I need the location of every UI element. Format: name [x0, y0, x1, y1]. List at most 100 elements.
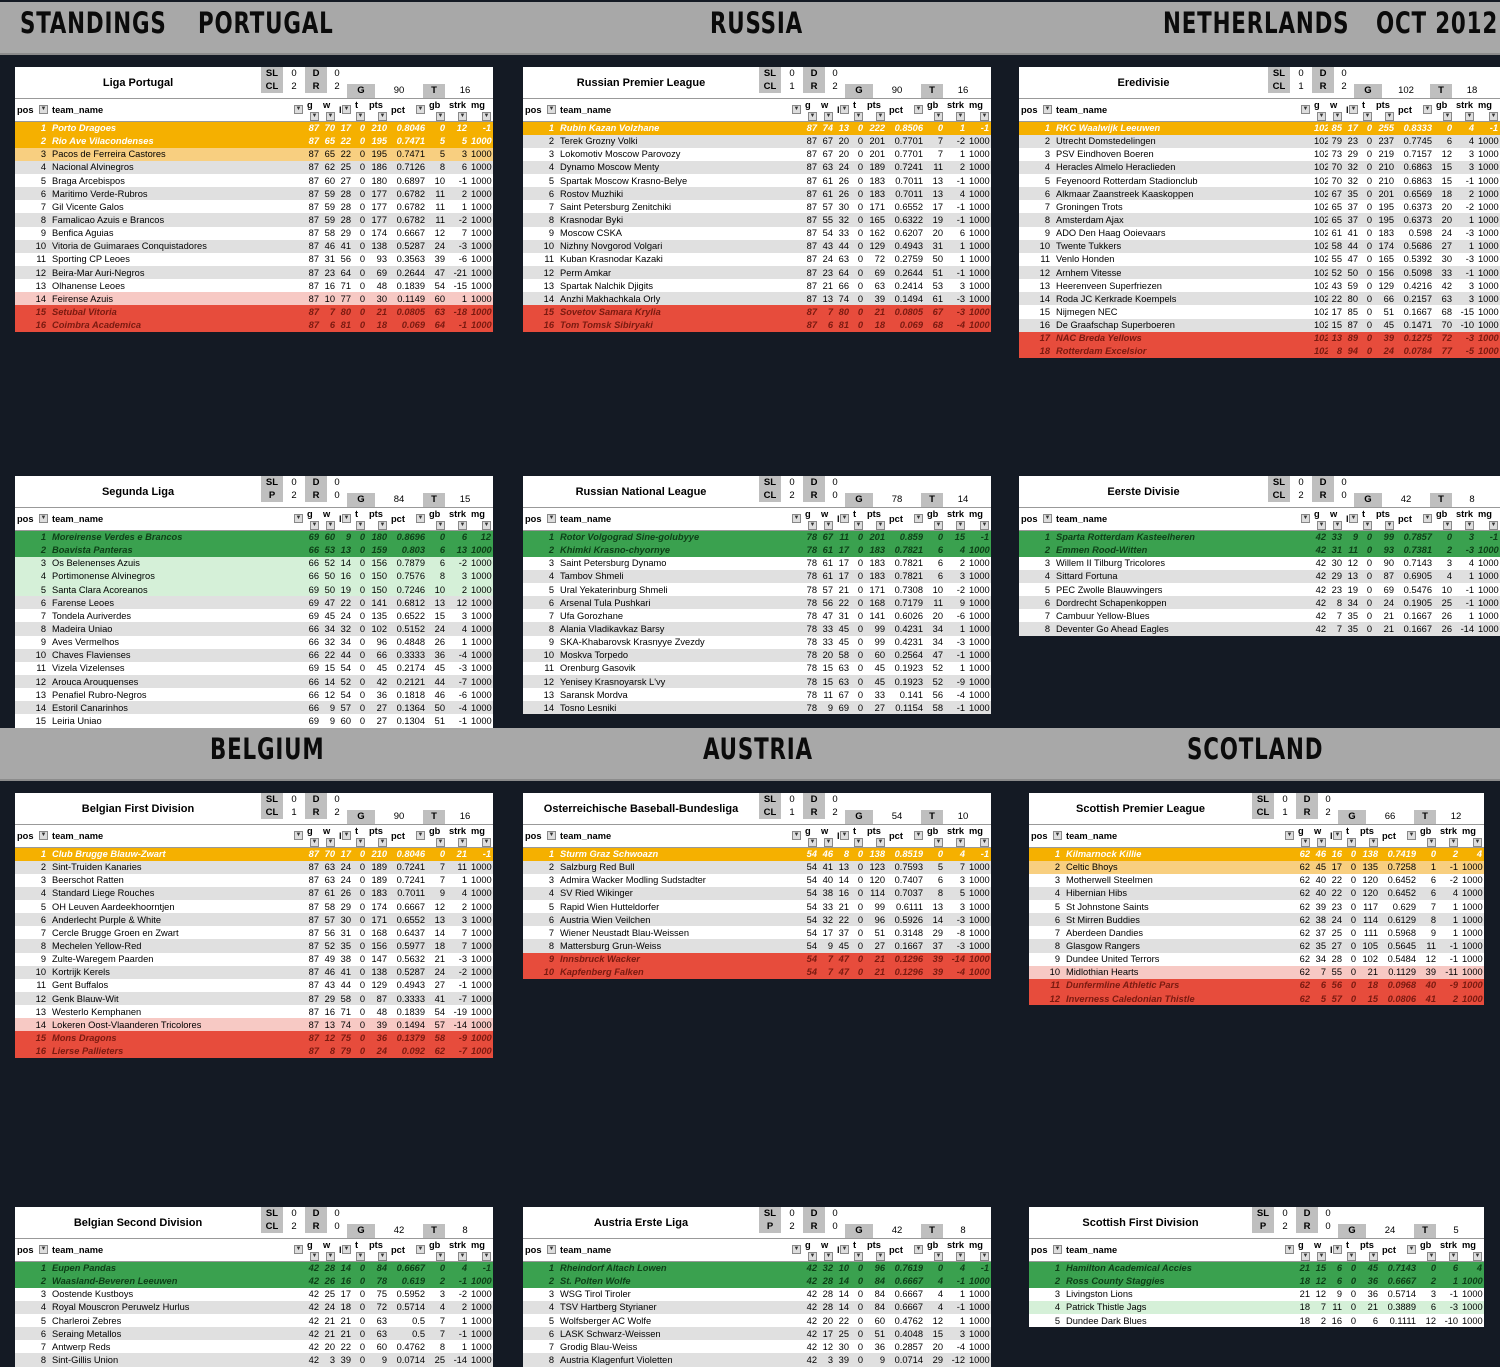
filter-dropdown-icon[interactable]: ▼	[876, 112, 885, 121]
column-header-pos[interactable]: pos ▼	[523, 98, 558, 122]
column-header-mg[interactable]: mg ▼	[1476, 98, 1500, 122]
filter-dropdown-icon[interactable]: ▼	[1363, 521, 1372, 530]
table-row[interactable]: 2 Sint-Truiden Kanaries 87 63 24 0 189 0.7241 7 1…	[15, 860, 493, 874]
table-row[interactable]: 13 Olhanense Leoes 87 16 71 0 48 0.1839 54 -15 100…	[15, 279, 493, 293]
table-row[interactable]: 2 Celtic Bhoys 62 45 17 0 135 0.7258 1 -1 1000	[1029, 860, 1484, 874]
table-row[interactable]: 5 Dundee Dark Blues 18 2 16 0 6 0.1111 12 -10 1000	[1029, 1314, 1484, 1328]
table-row[interactable]: 2 Boavista Panteras 66 53 13 0 159 0.803 6 13 1000	[15, 543, 493, 557]
column-header-l[interactable]: l ▼	[835, 98, 851, 122]
column-header-strk[interactable]: strk ▼	[945, 1238, 967, 1262]
table-row[interactable]: 10 Nizhny Novgorod Volgari 87 43 44 0 129 0.494…	[523, 239, 991, 253]
filter-dropdown-icon[interactable]: ▼	[39, 105, 48, 114]
table-row[interactable]: 10 Kapfenberg Falken 54 7 47 0 21 0.1296 39 -4 100…	[523, 965, 991, 979]
filter-dropdown-icon[interactable]: ▼	[1317, 838, 1326, 847]
filter-dropdown-icon[interactable]: ▼	[1443, 112, 1452, 121]
filter-dropdown-icon[interactable]: ▼	[356, 838, 365, 847]
filter-dropdown-icon[interactable]: ▼	[854, 838, 863, 847]
filter-dropdown-icon[interactable]: ▼	[808, 112, 817, 121]
column-header-w[interactable]: w ▼	[321, 98, 337, 122]
filter-dropdown-icon[interactable]: ▼	[482, 521, 491, 530]
filter-dropdown-icon[interactable]: ▼	[39, 1245, 48, 1254]
table-row[interactable]: 4 SV Ried Wikinger 54 38 16 0 114 0.7037 8 5 1000	[523, 886, 991, 901]
column-header-t[interactable]: t ▼	[1360, 507, 1374, 531]
table-row[interactable]: 4 Patrick Thistle Jags 18 7 11 0 21 0.3889 6 -3 10…	[1029, 1300, 1484, 1315]
filter-dropdown-icon[interactable]: ▼	[934, 1252, 943, 1261]
filter-dropdown-icon[interactable]: ▼	[378, 521, 387, 530]
column-header-l[interactable]: l ▼	[337, 1238, 353, 1262]
table-row[interactable]: 16 Tom Tomsk Sibiryaki 87 6 81 0 18 0.069 68 -4 10…	[523, 318, 991, 332]
column-header-g[interactable]: g ▼	[803, 1238, 819, 1262]
table-row[interactable]: 6 Anderlecht Purple & White 87 57 30 0 171 0.65…	[15, 913, 493, 927]
column-header-pct[interactable]: pct ▼	[1380, 1238, 1418, 1262]
table-row[interactable]: 9 Zulte-Waregem Paarden 87 49 38 0 147 0.5632 21…	[15, 952, 493, 966]
filter-dropdown-icon[interactable]: ▼	[1473, 838, 1482, 847]
column-header-mg[interactable]: mg ▼	[1476, 507, 1500, 531]
filter-dropdown-icon[interactable]: ▼	[914, 1245, 923, 1254]
table-row[interactable]: 6 LASK Schwarz-Weissen 42 17 25 0 51 0.4048 15 3 1…	[523, 1327, 991, 1341]
column-header-pts[interactable]: pts ▼	[1374, 507, 1396, 531]
column-header-gb[interactable]: gb ▼	[925, 98, 945, 122]
table-row[interactable]: 11 Dunfermline Athletic Pars 62 6 56 0 18 0.096…	[1029, 978, 1484, 993]
column-header-w[interactable]: w ▼	[1328, 507, 1344, 531]
filter-dropdown-icon[interactable]: ▼	[1489, 112, 1498, 121]
table-row[interactable]: 1 Moreirense Verdes e Brancos 69 60 9 0 180 0.8…	[15, 530, 493, 544]
table-row[interactable]: 13 Penafiel Rubro-Negros 66 12 54 0 36 0.1818 46…	[15, 688, 493, 702]
filter-dropdown-icon[interactable]: ▼	[342, 105, 351, 114]
filter-dropdown-icon[interactable]: ▼	[1301, 838, 1310, 847]
column-header-t[interactable]: t ▼	[1344, 824, 1358, 848]
table-row[interactable]: 11 Vizela Vizelenses 69 15 54 0 45 0.2174 45 -3 10…	[15, 661, 493, 676]
column-header-gb[interactable]: gb ▼	[1418, 824, 1438, 848]
column-header-pct[interactable]: pct ▼	[389, 98, 427, 122]
column-header-team-name[interactable]: team_name ▼	[558, 98, 803, 122]
column-header-team-name[interactable]: team_name ▼	[558, 824, 803, 848]
table-row[interactable]: 9 Aves Vermelhos 66 32 34 0 96 0.4848 26 1 1000	[15, 635, 493, 649]
column-header-l[interactable]: l ▼	[337, 98, 353, 122]
table-row[interactable]: 2 Waasland-Beveren Leeuwen 42 26 16 0 78 0.619 2…	[15, 1274, 493, 1288]
table-row[interactable]: 7 Antwerp Reds 42 20 22 0 60 0.4762 8 1 1000	[15, 1340, 493, 1354]
table-row[interactable]: 2 Terek Grozny Volki 87 67 20 0 201 0.7701 7 -2 10…	[523, 134, 991, 148]
filter-dropdown-icon[interactable]: ▼	[956, 838, 965, 847]
column-header-strk[interactable]: strk ▼	[447, 98, 469, 122]
column-header-strk[interactable]: strk ▼	[447, 824, 469, 848]
column-header-w[interactable]: w ▼	[819, 824, 835, 848]
filter-dropdown-icon[interactable]: ▼	[1043, 105, 1052, 114]
filter-dropdown-icon[interactable]: ▼	[840, 831, 849, 840]
table-row[interactable]: 1 Club Brugge Blauw-Zwart 87 70 17 0 210 0.8046…	[15, 847, 493, 861]
table-row[interactable]: 14 Feirense Azuis 87 10 77 0 30 0.1149 60 1 1000	[15, 292, 493, 306]
filter-dropdown-icon[interactable]: ▼	[1369, 1252, 1378, 1261]
table-row[interactable]: 5 PEC Zwolle Blauwvingers 42 23 19 0 69 0.5476 1…	[1019, 583, 1500, 597]
filter-dropdown-icon[interactable]: ▼	[1449, 1252, 1458, 1261]
table-row[interactable]: 4 Dynamo Moscow Menty 87 63 24 0 189 0.7241 11 2 1…	[523, 160, 991, 175]
filter-dropdown-icon[interactable]: ▼	[294, 105, 303, 114]
table-row[interactable]: 9 Benfica Aguias 87 58 29 0 174 0.6667 12 7 1000	[15, 226, 493, 240]
table-row[interactable]: 8 Mattersburg Grun-Weiss 54 9 45 0 27 0.1667 37-…	[523, 939, 991, 953]
column-header-gb[interactable]: gb ▼	[1434, 507, 1454, 531]
column-header-pct[interactable]: pct ▼	[1396, 507, 1434, 531]
filter-dropdown-icon[interactable]: ▼	[1285, 831, 1294, 840]
filter-dropdown-icon[interactable]: ▼	[416, 831, 425, 840]
filter-dropdown-icon[interactable]: ▼	[934, 112, 943, 121]
column-header-t[interactable]: t ▼	[353, 98, 367, 122]
filter-dropdown-icon[interactable]: ▼	[1301, 1252, 1310, 1261]
table-row[interactable]: 9 SKA-Khabarovsk Krasnyye Zvezdy 78 33 45 0 99…	[523, 635, 991, 649]
table-row[interactable]: 7 Gil Vicente Galos 87 59 28 0 177 0.6782 11 1 100…	[15, 200, 493, 214]
table-row[interactable]: 1 Kilmarnock Killie 62 46 16 0 138 0.7419 0 2 4	[1029, 847, 1484, 861]
table-row[interactable]: 3 Willem II Tilburg Tricolores 42 30 12 0 90 0.…	[1019, 556, 1500, 570]
column-header-w[interactable]: w ▼	[1312, 824, 1328, 848]
table-row[interactable]: 5 Wolfsberger AC Wolfe 42 20 22 0 60 0.4762 12 1 1…	[523, 1314, 991, 1328]
filter-dropdown-icon[interactable]: ▼	[1285, 1245, 1294, 1254]
filter-dropdown-icon[interactable]: ▼	[378, 838, 387, 847]
table-row[interactable]: 1 Rheindorf Altach Lowen 42 32 10 0 96 0.7619 0 4…	[523, 1261, 991, 1275]
column-header-team-name[interactable]: team_name ▼	[1064, 824, 1296, 848]
filter-dropdown-icon[interactable]: ▼	[416, 514, 425, 523]
table-row[interactable]: 8 Austria Klagenfurt Violetten 42 3 39 0 9 0.07…	[523, 1353, 991, 1367]
filter-dropdown-icon[interactable]: ▼	[294, 1245, 303, 1254]
table-row[interactable]: 3 Oostende Kustboys 42 25 17 0 75 0.5952 3 -2 1000	[15, 1287, 493, 1301]
column-header-pos[interactable]: pos ▼	[15, 824, 50, 848]
table-row[interactable]: 8 Sint-Gillis Union 42 3 39 0 9 0.0714 25 -14 1000	[15, 1353, 493, 1367]
filter-dropdown-icon[interactable]: ▼	[356, 521, 365, 530]
filter-dropdown-icon[interactable]: ▼	[876, 521, 885, 530]
column-header-strk[interactable]: strk ▼	[447, 507, 469, 531]
filter-dropdown-icon[interactable]: ▼	[342, 831, 351, 840]
table-row[interactable]: 7 Aberdeen Dandies 62 37 25 0 111 0.5968 9 1 1000	[1029, 926, 1484, 940]
